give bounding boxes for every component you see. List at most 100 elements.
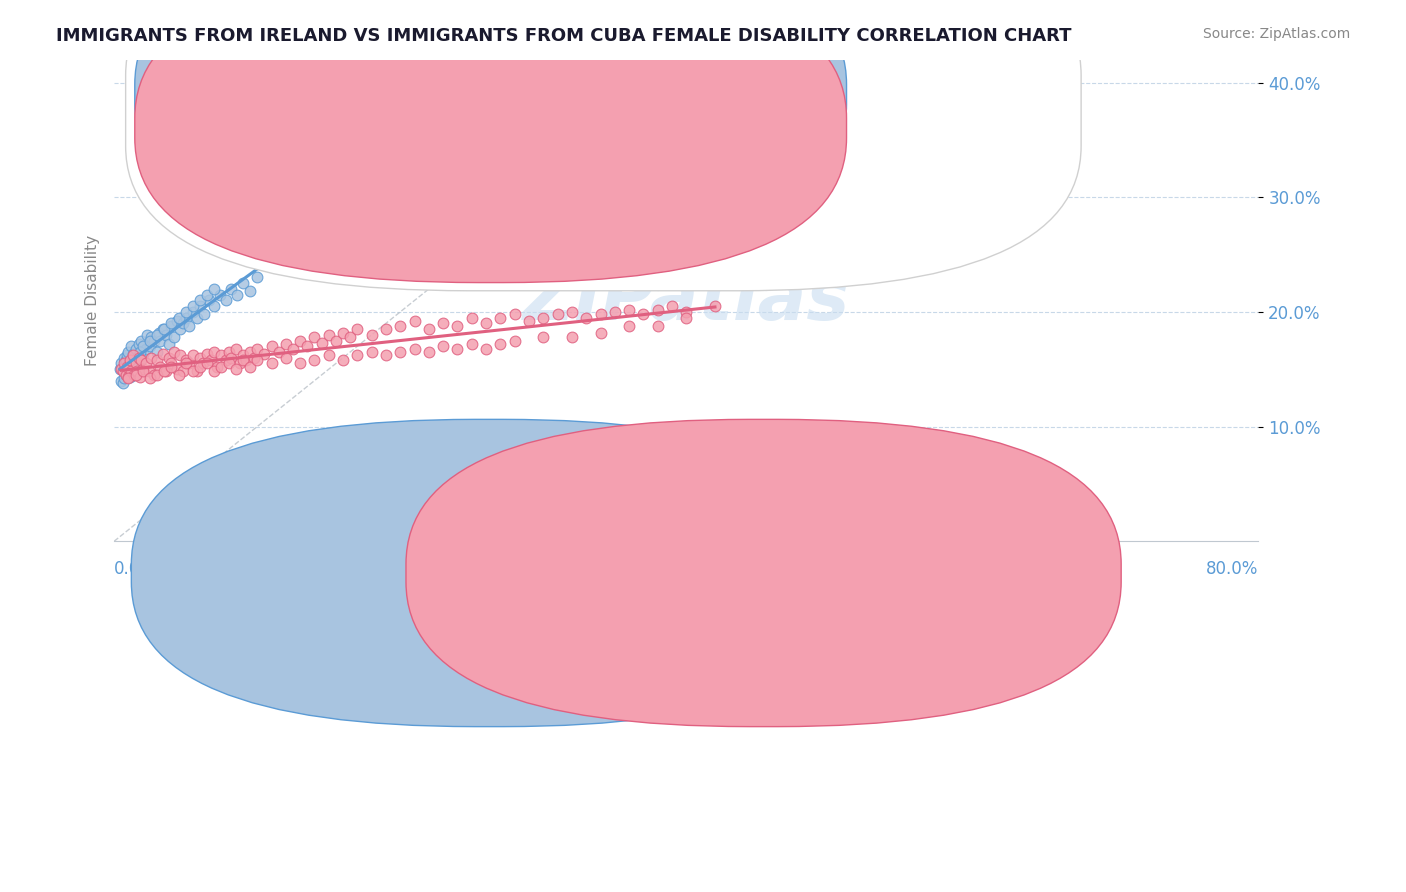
- Point: [143, 368, 166, 382]
- Point: [125, 351, 148, 365]
- Point: [195, 287, 218, 301]
- Point: [489, 310, 512, 325]
- Point: [129, 345, 152, 359]
- Point: [174, 305, 197, 319]
- Point: [475, 342, 498, 356]
- Point: [174, 353, 197, 368]
- Point: [121, 348, 143, 362]
- Point: [148, 326, 170, 340]
- Point: [188, 359, 211, 374]
- Point: [232, 348, 254, 362]
- Point: [432, 316, 454, 330]
- Point: [188, 299, 211, 313]
- Point: [139, 371, 162, 385]
- Point: [267, 345, 290, 359]
- Point: [128, 337, 150, 351]
- Point: [115, 348, 138, 362]
- Text: N = 124: N = 124: [623, 118, 697, 136]
- Point: [129, 353, 152, 368]
- Point: [339, 330, 361, 344]
- Point: [108, 362, 131, 376]
- Point: [547, 307, 569, 321]
- Point: [181, 299, 204, 313]
- Point: [239, 284, 262, 298]
- Point: [122, 356, 145, 370]
- Point: [225, 362, 247, 376]
- Point: [239, 345, 262, 359]
- Point: [193, 307, 215, 321]
- FancyBboxPatch shape: [131, 419, 846, 727]
- Point: [125, 364, 148, 378]
- Point: [531, 330, 554, 344]
- Point: [211, 359, 233, 374]
- Point: [163, 345, 186, 359]
- Point: [517, 314, 540, 328]
- Point: [111, 376, 134, 390]
- Point: [167, 310, 190, 325]
- Point: [188, 293, 211, 308]
- Point: [120, 364, 142, 378]
- Point: [318, 327, 340, 342]
- Text: R = 0.283: R = 0.283: [512, 84, 603, 102]
- Point: [346, 322, 368, 336]
- Point: [117, 370, 139, 384]
- Point: [675, 310, 697, 325]
- Text: Immigrants from Cuba: Immigrants from Cuba: [787, 566, 959, 581]
- Point: [288, 356, 311, 370]
- Point: [110, 362, 132, 376]
- Point: [589, 307, 612, 321]
- Point: [253, 347, 276, 361]
- Point: [232, 276, 254, 290]
- Point: [389, 318, 412, 333]
- Point: [149, 334, 172, 348]
- Point: [446, 318, 468, 333]
- Point: [432, 339, 454, 353]
- Point: [157, 337, 180, 351]
- Y-axis label: Female Disability: Female Disability: [86, 235, 100, 366]
- Point: [153, 364, 176, 378]
- Point: [124, 342, 146, 356]
- Point: [633, 307, 655, 321]
- Point: [647, 318, 669, 333]
- FancyBboxPatch shape: [406, 419, 1121, 727]
- Point: [202, 364, 225, 378]
- Point: [226, 287, 249, 301]
- Point: [489, 337, 512, 351]
- Text: ZIPatlas: ZIPatlas: [523, 266, 851, 334]
- Point: [332, 353, 354, 368]
- Point: [446, 342, 468, 356]
- Point: [132, 364, 155, 378]
- Point: [117, 364, 139, 378]
- Point: [197, 293, 219, 308]
- Point: [202, 345, 225, 359]
- Point: [118, 370, 141, 384]
- Text: 0.0%: 0.0%: [114, 560, 156, 579]
- Point: [229, 356, 252, 370]
- Point: [218, 356, 240, 370]
- Point: [157, 351, 180, 365]
- Point: [118, 362, 141, 376]
- Point: [181, 305, 204, 319]
- Point: [661, 299, 683, 313]
- Point: [186, 310, 208, 325]
- Point: [118, 354, 141, 368]
- Point: [297, 339, 319, 353]
- Point: [117, 370, 139, 384]
- Point: [260, 339, 283, 353]
- Point: [114, 353, 136, 368]
- Point: [503, 307, 526, 321]
- Point: [141, 330, 163, 344]
- Point: [138, 364, 160, 378]
- Point: [121, 347, 143, 361]
- Point: [418, 322, 440, 336]
- Point: [124, 368, 146, 382]
- FancyBboxPatch shape: [125, 0, 1081, 291]
- Point: [172, 364, 194, 378]
- Point: [115, 364, 138, 378]
- Point: [503, 334, 526, 348]
- Point: [225, 342, 247, 356]
- Point: [617, 302, 640, 317]
- Point: [132, 362, 155, 376]
- Point: [561, 330, 583, 344]
- Point: [191, 356, 214, 370]
